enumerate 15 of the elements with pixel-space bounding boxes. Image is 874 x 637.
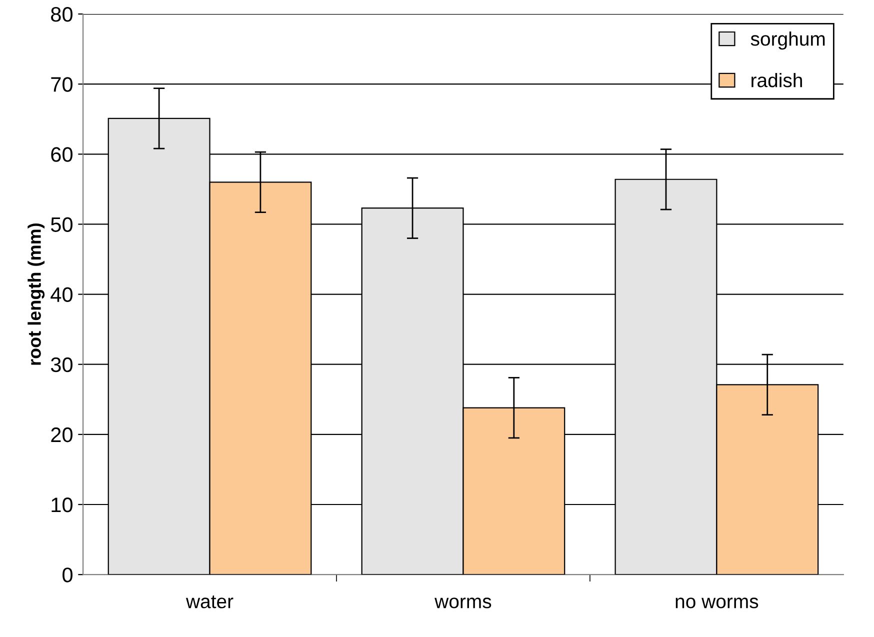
y-tick-label: 0 (62, 568, 72, 582)
y-tick-label: 50 (50, 217, 72, 232)
legend-label: radish (752, 72, 802, 88)
legend-label: sorghum (750, 32, 825, 50)
x-tick-label: no worms (676, 598, 758, 608)
y-tick-label: 70 (51, 77, 72, 92)
y-tick-label: 80 (51, 7, 72, 22)
y-tick-label: 30 (50, 357, 72, 372)
x-tick-label: water (186, 596, 234, 608)
y-tick-label: 40 (50, 287, 72, 302)
y-tick-label: 20 (51, 427, 72, 442)
y-tick-label: 10 (52, 498, 72, 512)
y-tick-label: 60 (51, 147, 72, 162)
y-axis-title: root length (mm) (28, 223, 45, 365)
x-tick-label: worms (434, 598, 492, 608)
